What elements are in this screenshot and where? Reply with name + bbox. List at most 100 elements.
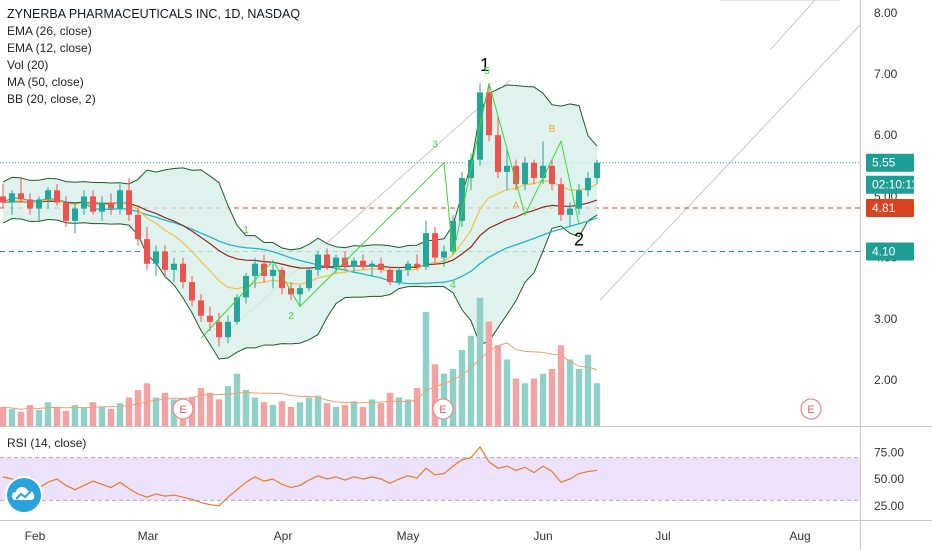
earnings-event-icon <box>172 398 194 420</box>
earnings-event-icon <box>800 398 822 420</box>
legend-volume[interactable]: Vol (20) <box>7 58 49 72</box>
wave-label: 1 <box>243 225 249 236</box>
price-label-bg <box>866 199 914 218</box>
legend-ema26[interactable]: EMA (26, close) <box>7 24 92 38</box>
volume-bar <box>305 397 313 426</box>
candle-body <box>108 202 114 209</box>
volume-bar <box>62 410 70 426</box>
candle-body <box>54 190 60 203</box>
candle-body <box>360 260 366 267</box>
price-tick: 6.00 <box>874 128 898 142</box>
candle-body <box>513 165 519 185</box>
candle-body <box>486 92 492 136</box>
candle-body <box>9 193 15 203</box>
candle-body <box>324 254 330 267</box>
candle-body <box>270 269 276 276</box>
candle-body <box>495 135 501 172</box>
tradingview-logo-icon[interactable] <box>7 478 41 512</box>
wave-label: 2 <box>288 311 294 322</box>
volume-bar <box>494 345 502 426</box>
price-tick: 3.00 <box>874 312 898 326</box>
legend-bb[interactable]: BB (20, close, 2) <box>7 92 96 106</box>
candle-body <box>135 214 141 240</box>
rsi-tick: 50.00 <box>874 472 904 486</box>
price-candles <box>0 83 600 347</box>
price-tick: 7.00 <box>874 67 898 81</box>
price-labels: 5.55 02:10:11 4.81 4.10 <box>866 153 918 261</box>
volume-bar <box>539 373 547 426</box>
volume-bar <box>98 407 106 426</box>
volume-bar <box>584 354 592 426</box>
volume-bar <box>269 405 277 426</box>
volume-bar <box>395 397 403 426</box>
candle-body <box>369 263 375 267</box>
candle-body <box>297 288 303 295</box>
legend-ma50[interactable]: MA (50, close) <box>7 75 84 89</box>
candle-body <box>162 251 168 270</box>
volume-bar <box>314 395 322 426</box>
earnings-event-label: E <box>807 404 814 416</box>
candle-body <box>36 199 42 209</box>
volume-bar <box>260 402 268 426</box>
candle-body <box>432 233 438 258</box>
candle-body <box>0 196 6 203</box>
volume-bar <box>521 383 529 426</box>
rsi-band <box>0 457 860 501</box>
candle-body <box>45 190 51 200</box>
price-label-bg <box>866 242 914 261</box>
candle-body <box>189 282 195 301</box>
volume-bar <box>287 407 295 426</box>
volume-bar <box>224 386 232 426</box>
candle-body <box>27 199 33 209</box>
candle-body <box>99 202 105 212</box>
volume-bar <box>161 392 169 426</box>
volume-ma-line <box>2 342 598 410</box>
volume-bar <box>503 359 511 426</box>
countdown-label: 02:10:11 <box>872 178 918 192</box>
candle-body <box>144 239 150 264</box>
volume-bar <box>89 402 97 426</box>
volume-bar <box>566 359 574 426</box>
volume-bar <box>512 378 520 426</box>
volume-bar <box>215 399 223 426</box>
wave-path <box>200 83 580 339</box>
trend-line <box>769 0 816 51</box>
price-tick: 8.00 <box>874 6 898 20</box>
study-legend[interactable]: ZYNERBA PHARMACEUTICALS INC, 1D, NASDAQ … <box>7 6 300 108</box>
price-label: 4.10 <box>872 244 896 258</box>
volume-bar <box>116 403 124 426</box>
candle-body <box>405 263 411 270</box>
candle-body <box>225 321 231 338</box>
candle-body <box>180 263 186 283</box>
candle-body <box>549 165 555 185</box>
price-label: 4.81 <box>872 201 896 215</box>
candle-body <box>441 251 447 258</box>
volume-bar <box>404 399 412 426</box>
chart-title[interactable]: ZYNERBA PHARMACEUTICALS INC, 1D, NASDAQ <box>7 7 301 21</box>
wave-label: 1 <box>480 55 490 75</box>
earnings-event-icon <box>432 398 454 420</box>
rsi-line <box>2 445 598 507</box>
rsi-legend[interactable]: RSI (14, close) <box>7 436 87 450</box>
legend-ema12[interactable]: EMA (12, close) <box>7 41 92 55</box>
candle-body <box>351 260 357 267</box>
volume-bar <box>530 378 538 426</box>
bb-upper <box>2 84 598 251</box>
volume-bar <box>242 389 250 426</box>
candle-body <box>126 190 132 215</box>
bollinger-bands <box>2 84 598 360</box>
volume-bar <box>125 397 133 426</box>
volume-bar <box>422 312 430 426</box>
volume-bar <box>17 411 25 426</box>
time-tick: May <box>397 529 420 543</box>
volume-bar <box>44 402 52 426</box>
candle-body <box>567 208 573 215</box>
earnings-event-label: E <box>439 404 446 416</box>
price-label: 5.55 <box>872 156 896 170</box>
wave-label: B <box>549 124 556 135</box>
candle-body <box>72 208 78 221</box>
bb-lower <box>2 214 598 360</box>
volume-bar <box>0 407 7 426</box>
candle-body <box>234 297 240 322</box>
